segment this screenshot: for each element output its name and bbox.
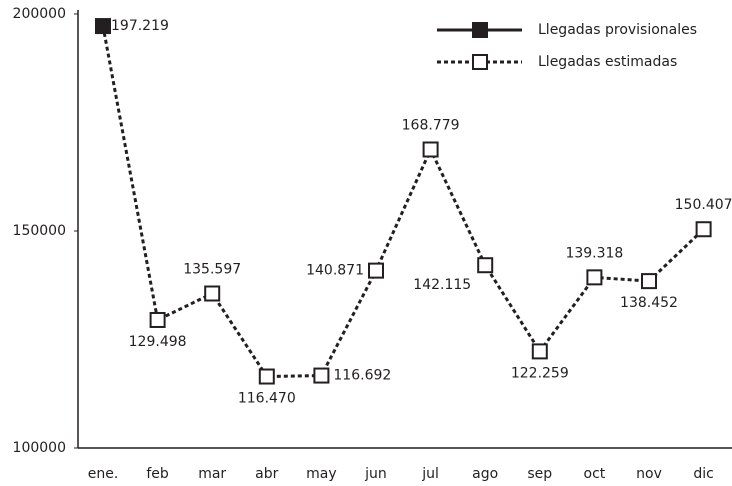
legend-marker — [472, 54, 488, 70]
y-tick-label: 200000 — [13, 6, 66, 22]
x-tick-label: jul — [421, 466, 439, 482]
data-label: 135.597 — [183, 262, 241, 278]
x-tick-label: feb — [146, 466, 169, 482]
marker — [531, 343, 548, 360]
data-label: 142.115 — [413, 277, 471, 293]
marker — [149, 311, 166, 328]
legend-item: Llegadas provisionales — [437, 22, 697, 38]
x-tick-label: nov — [636, 466, 662, 482]
x-tick-label: ene. — [88, 466, 119, 482]
marker — [95, 18, 111, 35]
marker — [313, 367, 330, 384]
data-label: 197.219 — [111, 18, 169, 34]
data-label: 122.259 — [511, 365, 569, 381]
data-label: 116.692 — [333, 368, 391, 384]
marker — [477, 257, 494, 274]
marker — [258, 368, 275, 385]
data-label: 150.407 — [675, 197, 732, 213]
x-tick-label: jun — [364, 466, 387, 482]
legend-label: Llegadas provisionales — [538, 22, 697, 38]
marker — [422, 141, 439, 158]
marker — [641, 273, 657, 290]
marker — [586, 269, 603, 286]
legend-item: Llegadas estimadas — [437, 54, 677, 70]
data-label: 129.498 — [129, 334, 187, 350]
data-label: 138.452 — [620, 295, 678, 311]
legend-marker — [472, 22, 488, 38]
x-tick-label: mar — [198, 466, 226, 482]
x-tick-label: sep — [527, 466, 552, 482]
marker — [695, 221, 712, 238]
data-label: 140.871 — [306, 263, 364, 279]
data-label: 139.318 — [565, 245, 623, 261]
x-tick-label: abr — [255, 466, 278, 482]
x-tick-label: oct — [584, 466, 606, 482]
x-tick-label: may — [306, 466, 337, 482]
x-tick-label: ago — [472, 466, 498, 482]
series-line — [101, 25, 705, 379]
x-tick-label: dic — [693, 466, 713, 482]
marker — [204, 285, 221, 302]
data-label: 168.779 — [402, 117, 460, 133]
y-tick-label: 100000 — [13, 440, 66, 456]
y-tick-label: 150000 — [13, 223, 66, 239]
legend-label: Llegadas estimadas — [538, 54, 677, 70]
data-label: 116.470 — [238, 391, 296, 407]
marker — [368, 262, 384, 279]
